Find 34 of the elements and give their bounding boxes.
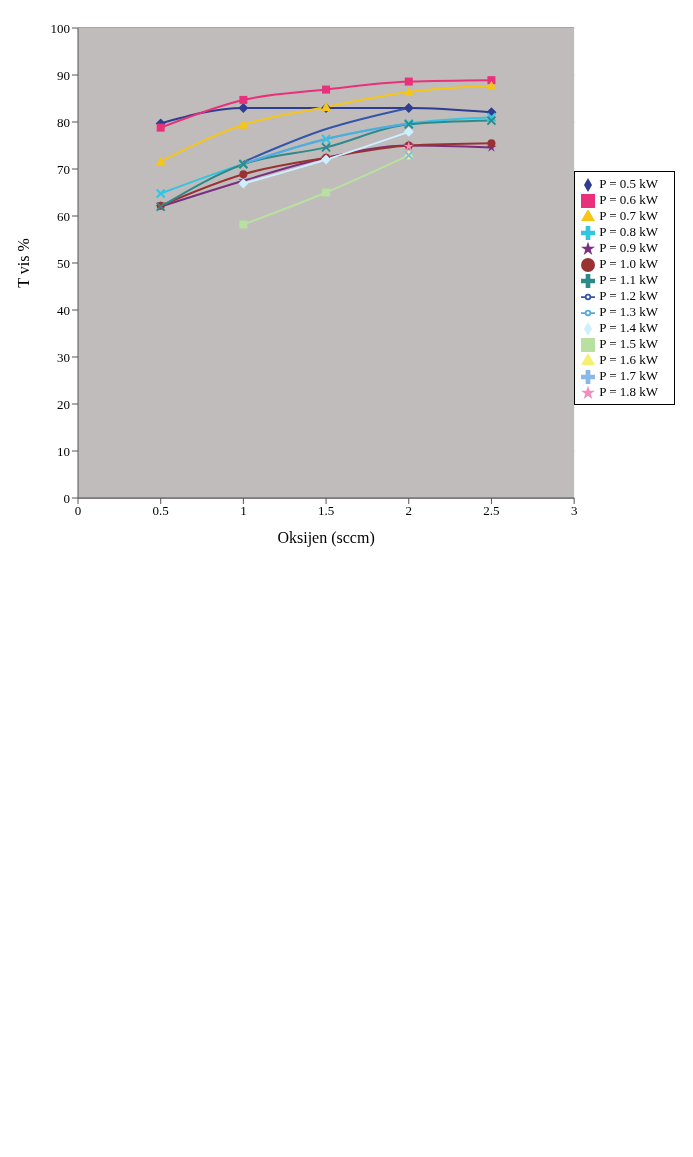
legend-label: P = 1.0 kW — [599, 255, 658, 271]
x-tick-label: 3 — [570, 503, 578, 519]
legend-label: P = 0.5 kW — [599, 175, 658, 191]
legend-label: P = 0.7 kW — [599, 207, 658, 223]
y-tick-label: 60 — [57, 208, 70, 224]
legend-label: P = 1.1 kW — [599, 271, 658, 287]
y-tick-label: 30 — [57, 349, 70, 365]
legend-label: P = 1.2 kW — [599, 288, 658, 303]
x-tick-label: 2.5 — [483, 503, 500, 519]
legend-label: P = 1.4 kW — [599, 320, 658, 336]
legend-label: P = 0.9 kW — [599, 239, 658, 255]
x-tick-label: 0 — [74, 503, 82, 519]
y-tick-label: 80 — [57, 114, 70, 130]
y-tick-label: 40 — [57, 302, 70, 318]
y-tick-label: 50 — [57, 255, 70, 271]
y-axis-title: T vis % — [14, 238, 32, 288]
legend-label: P = 1.8 kW — [599, 384, 658, 400]
legend-label: P = 1.6 kW — [599, 352, 658, 368]
y-tick-label: 90 — [57, 67, 70, 83]
y-tick-label: 20 — [57, 396, 70, 412]
legend-label: P = 1.5 kW — [599, 336, 658, 352]
y-tick-label: 70 — [57, 161, 70, 177]
x-axis-title: Oksijen (sccm) — [277, 529, 375, 547]
legend-label: P = 0.6 kW — [599, 191, 658, 207]
x-tick-label: 1 — [240, 503, 247, 519]
y-tick-label: 100 — [50, 20, 70, 36]
legend-label: P = 0.8 kW — [599, 223, 658, 239]
x-tick-label: 1.5 — [317, 503, 335, 519]
x-tick-label: 2 — [405, 503, 413, 519]
y-tick-label: 0 — [63, 490, 70, 506]
y-tick-label: 10 — [57, 443, 70, 459]
legend-label: P = 1.3 kW — [599, 304, 658, 320]
x-tick-label: 0.5 — [152, 503, 169, 519]
legend-label: P = 1.7 kW — [599, 368, 658, 384]
